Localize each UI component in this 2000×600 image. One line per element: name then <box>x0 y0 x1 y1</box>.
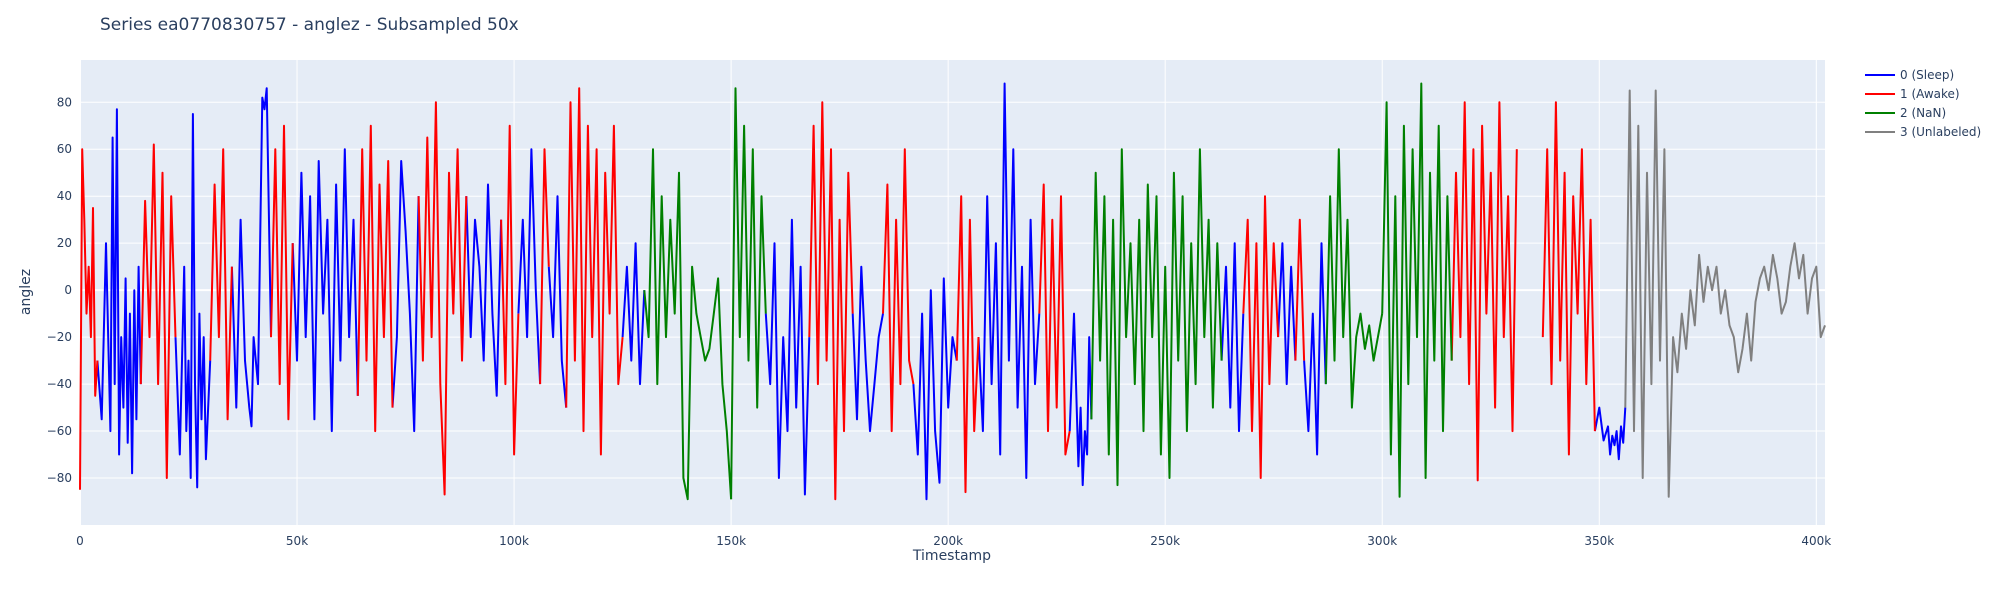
legend-label: 0 (Sleep) <box>1900 68 1954 82</box>
series-line-segment <box>565 87 624 456</box>
series-line-segment <box>1277 242 1297 386</box>
series-line-segment <box>977 82 1041 479</box>
legend-item[interactable]: 3 (Unlabeled) <box>1865 125 1981 139</box>
series-line-segment <box>209 148 233 421</box>
series-line-segment <box>643 148 733 501</box>
series-line-segment <box>465 183 503 397</box>
x-axis-title: Timestamp <box>912 548 991 564</box>
tick-labels: −80 −60 −40 −20 0 20 40 60 80 0 50k 100k 150k 200k 250… <box>47 95 1832 548</box>
x-tick-label: 100k <box>499 534 529 548</box>
series-2 <box>643 82 1453 501</box>
series-line-segment <box>808 101 854 501</box>
chart-title: Series ea0770830757 - anglez - Subsample… <box>100 15 519 35</box>
series-line-segment <box>547 195 568 408</box>
series-line-segment <box>539 148 550 385</box>
series-1 <box>79 87 1596 501</box>
x-tick-label: 200k <box>933 534 963 548</box>
x-tick-label: 350k <box>1584 534 1614 548</box>
series-line-segment <box>912 277 958 501</box>
x-tick-label: 250k <box>1150 534 1180 548</box>
y-tick-label: 60 <box>57 142 72 156</box>
series-line-segment <box>1450 101 1518 482</box>
y-tick-label: −60 <box>47 424 72 438</box>
y-tick-label: −80 <box>47 471 72 485</box>
series-line-segment <box>621 242 646 386</box>
series-line-segment <box>139 143 177 479</box>
series-line-segment <box>417 101 468 496</box>
series-3 <box>1624 89 1826 498</box>
series-line-segment <box>1220 242 1245 433</box>
series-line-segment <box>291 148 359 433</box>
y-tick-label: 20 <box>57 236 72 250</box>
series-line-segment <box>882 148 915 433</box>
series-line-segment <box>1593 406 1627 461</box>
series-line-segment <box>1068 312 1093 487</box>
x-tick-label: 0 <box>76 534 84 548</box>
series-line-segment <box>270 124 294 421</box>
x-tick-label: 300k <box>1367 534 1397 548</box>
series-line-segment <box>1324 148 1384 409</box>
y-tick-label: −20 <box>47 330 72 344</box>
series-line-segment <box>730 87 767 500</box>
x-tick-label: 150k <box>716 534 746 548</box>
y-tick-label: 80 <box>57 95 72 109</box>
legend: 0 (Sleep) 1 (Awake) 2 (NaN) 3 (Unlabeled) <box>1865 68 1981 139</box>
series-line-segment <box>517 148 542 385</box>
series-line-segment <box>1242 195 1280 479</box>
series-line-segment <box>851 265 884 433</box>
series-layer <box>79 82 1826 501</box>
series-line-segment <box>391 160 420 433</box>
series-line-segment <box>500 124 520 456</box>
legend-label: 1 (Awake) <box>1900 87 1960 101</box>
y-tick-label: −40 <box>47 377 72 391</box>
legend-label: 2 (NaN) <box>1900 106 1946 120</box>
x-tick-label: 400k <box>1801 534 1831 548</box>
series-line-segment <box>1381 82 1453 498</box>
legend-label: 3 (Unlabeled) <box>1900 125 1981 139</box>
series-0 <box>96 82 1627 501</box>
x-tick-label: 50k <box>286 534 308 548</box>
series-line-segment <box>1294 218 1306 361</box>
series-line-segment <box>1038 183 1071 456</box>
legend-item[interactable]: 1 (Awake) <box>1865 87 1960 101</box>
series-line-segment <box>955 195 980 494</box>
series-line-segment <box>764 218 811 496</box>
y-tick-label: 40 <box>57 189 72 203</box>
series-line-segment <box>1090 148 1223 487</box>
series-line-segment <box>174 113 212 489</box>
series-line-segment <box>1624 89 1826 498</box>
series-line-segment <box>356 124 394 433</box>
legend-item[interactable]: 2 (NaN) <box>1865 106 1946 120</box>
series-line-segment <box>1541 101 1596 456</box>
series-line-segment <box>1303 242 1327 456</box>
y-axis-title: anglez <box>18 269 34 315</box>
legend-item[interactable]: 0 (Sleep) <box>1865 68 1954 82</box>
series-line-segment <box>96 108 142 475</box>
series-line-segment <box>79 148 99 490</box>
series-line-segment <box>230 87 272 428</box>
y-tick-label: 0 <box>64 283 72 297</box>
